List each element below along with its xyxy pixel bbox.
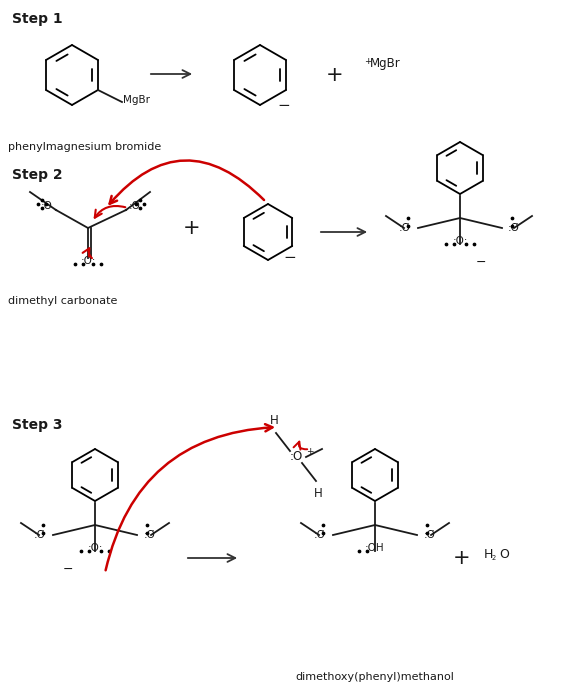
Text: $_2$: $_2$ xyxy=(491,553,496,563)
Text: :Ö: :Ö xyxy=(314,530,326,540)
Text: Step 3: Step 3 xyxy=(12,418,63,432)
Text: :OH: :OH xyxy=(365,543,385,553)
Text: MgBr: MgBr xyxy=(370,58,401,71)
Text: MgBr: MgBr xyxy=(123,95,150,105)
Text: :O: :O xyxy=(129,201,141,211)
Text: :Ö: :Ö xyxy=(399,223,411,233)
Text: H: H xyxy=(314,487,323,500)
Text: :Ö: :Ö xyxy=(508,223,520,233)
Text: +: + xyxy=(326,65,344,85)
Text: :O:: :O: xyxy=(87,543,103,553)
Text: +: + xyxy=(183,218,201,238)
Text: +: + xyxy=(453,548,471,568)
Text: dimethyl carbonate: dimethyl carbonate xyxy=(8,296,117,306)
Text: Step 2: Step 2 xyxy=(12,168,63,182)
Text: H: H xyxy=(270,414,278,427)
Text: H: H xyxy=(484,547,494,560)
Text: :Ö: :Ö xyxy=(34,530,46,540)
Text: Step 1: Step 1 xyxy=(12,12,63,26)
Text: :O: :O xyxy=(290,451,303,464)
Text: O: O xyxy=(499,547,509,560)
Text: phenylmagnesium bromide: phenylmagnesium bromide xyxy=(8,142,161,152)
Text: dimethoxy(phenyl)methanol: dimethoxy(phenyl)methanol xyxy=(296,672,454,682)
Text: :O:: :O: xyxy=(453,236,468,246)
Text: :Ö: :Ö xyxy=(424,530,436,540)
Text: −: − xyxy=(284,250,296,265)
Text: −: − xyxy=(278,97,290,113)
Text: +: + xyxy=(364,56,372,65)
Text: :O: :O xyxy=(41,201,53,211)
Text: :Ö: :Ö xyxy=(144,530,156,540)
Text: −: − xyxy=(63,563,74,576)
Text: −: − xyxy=(476,255,487,268)
Text: +: + xyxy=(306,447,314,456)
Text: :O:: :O: xyxy=(80,256,96,266)
